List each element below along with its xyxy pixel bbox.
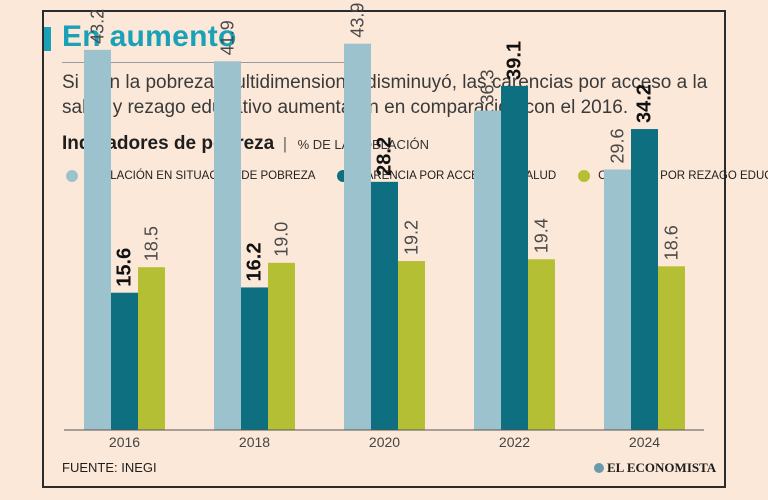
legend-dot-pobreza bbox=[66, 170, 78, 182]
data-label-rezago-2024: 18.6 bbox=[662, 225, 682, 260]
bar-pobreza-2016 bbox=[84, 49, 111, 431]
bar-salud-2016 bbox=[111, 292, 138, 430]
bar-rezago-2024 bbox=[658, 266, 685, 430]
page-title: En aumento bbox=[62, 20, 237, 53]
source-note: FUENTE: INEGI bbox=[62, 460, 157, 475]
brand-globe-icon bbox=[594, 463, 604, 473]
title-accent-bar bbox=[44, 27, 51, 51]
brand-logo: EL ECONOMISTA bbox=[594, 460, 716, 476]
data-label-salud-2018: 16.2 bbox=[244, 243, 266, 282]
bar-pobreza-2018 bbox=[214, 61, 241, 430]
data-label-pobreza-2024: 29.6 bbox=[608, 128, 628, 163]
bar-salud-2022 bbox=[501, 85, 528, 431]
data-label-salud-2016: 15.6 bbox=[114, 248, 136, 287]
bar-rezago-2018 bbox=[268, 262, 295, 430]
data-label-salud-2022: 39.1 bbox=[504, 41, 526, 80]
data-label-rezago-2020: 19.2 bbox=[402, 220, 422, 255]
legend-label-pobreza: POBLACIÓN EN SITUACIÓN DE POBREZA bbox=[86, 170, 316, 182]
x-tick-label-2018: 2018 bbox=[239, 434, 270, 450]
legend-item-pobreza: POBLACIÓN EN SITUACIÓN DE POBREZA bbox=[66, 170, 315, 182]
bar-rezago-2022 bbox=[528, 259, 555, 430]
chart-frame bbox=[42, 10, 726, 488]
data-label-salud-2024: 34.2 bbox=[634, 84, 656, 123]
bar-pobreza-2024 bbox=[604, 169, 631, 430]
x-tick-label-2022: 2022 bbox=[499, 434, 530, 450]
bar-salud-2024 bbox=[631, 129, 658, 431]
data-label-rezago-2016: 18.5 bbox=[142, 226, 162, 261]
legend-dot-rezago bbox=[578, 170, 591, 182]
data-label-pobreza-2018: 41.9 bbox=[218, 20, 238, 55]
bar-rezago-2020 bbox=[398, 261, 425, 430]
x-tick-label-2024: 2024 bbox=[629, 434, 660, 450]
bar-salud-2018 bbox=[241, 287, 268, 430]
x-tick-label-2016: 2016 bbox=[109, 434, 140, 450]
bar-salud-2020 bbox=[371, 181, 398, 430]
brand-name: EL ECONOMISTA bbox=[607, 460, 717, 475]
data-label-salud-2020: 28.2 bbox=[374, 137, 396, 176]
heading-separator: | bbox=[282, 134, 288, 153]
x-tick-label-2020: 2020 bbox=[369, 434, 400, 450]
data-label-pobreza-2016: 43.2 bbox=[88, 9, 108, 44]
data-label-rezago-2018: 19.0 bbox=[272, 222, 292, 257]
title-divider bbox=[62, 62, 352, 63]
data-label-pobreza-2022: 36.3 bbox=[478, 70, 498, 105]
bar-pobreza-2022 bbox=[474, 110, 501, 430]
bar-pobreza-2020 bbox=[344, 43, 371, 431]
bar-rezago-2016 bbox=[138, 267, 165, 430]
data-label-rezago-2022: 19.4 bbox=[532, 218, 552, 253]
data-label-pobreza-2020: 43.9 bbox=[348, 3, 368, 38]
